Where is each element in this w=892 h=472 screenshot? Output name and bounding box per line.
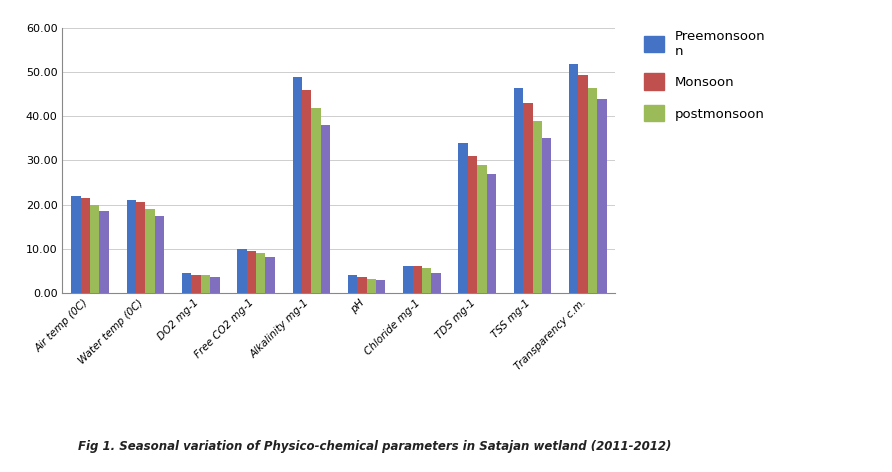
Text: Fig 1. Seasonal variation of Physico-chemical parameters in Satajan wetland (201: Fig 1. Seasonal variation of Physico-che… [78, 440, 672, 453]
Bar [266, 257, 275, 293]
Bar [246, 251, 256, 293]
Bar [155, 216, 164, 293]
Bar [256, 253, 266, 293]
Bar [127, 200, 136, 293]
Bar [293, 77, 301, 293]
Bar [211, 277, 219, 293]
Bar [467, 156, 477, 293]
Bar [348, 275, 357, 293]
Bar [487, 174, 496, 293]
Bar [321, 125, 330, 293]
Bar [100, 211, 109, 293]
Bar [569, 64, 578, 293]
Bar [191, 275, 201, 293]
Bar [578, 75, 588, 293]
Bar [201, 275, 211, 293]
Bar [422, 269, 432, 293]
Bar [523, 103, 533, 293]
Bar [71, 196, 80, 293]
Bar [237, 249, 246, 293]
Bar [403, 266, 412, 293]
Bar [598, 99, 607, 293]
Bar [80, 198, 90, 293]
Bar [514, 88, 523, 293]
Bar [301, 90, 311, 293]
Bar [533, 121, 542, 293]
Bar [182, 273, 191, 293]
Bar [458, 143, 467, 293]
Legend: Preemonsoon
n, Monsoon, postmonsoon: Preemonsoon n, Monsoon, postmonsoon [644, 30, 765, 121]
Bar [588, 88, 598, 293]
Bar [477, 165, 487, 293]
Bar [145, 209, 155, 293]
Bar [311, 108, 321, 293]
Bar [412, 266, 422, 293]
Bar [357, 277, 367, 293]
Bar [542, 138, 551, 293]
Bar [432, 273, 441, 293]
Bar [367, 279, 376, 293]
Bar [136, 202, 145, 293]
Bar [376, 280, 385, 293]
Bar [90, 204, 100, 293]
